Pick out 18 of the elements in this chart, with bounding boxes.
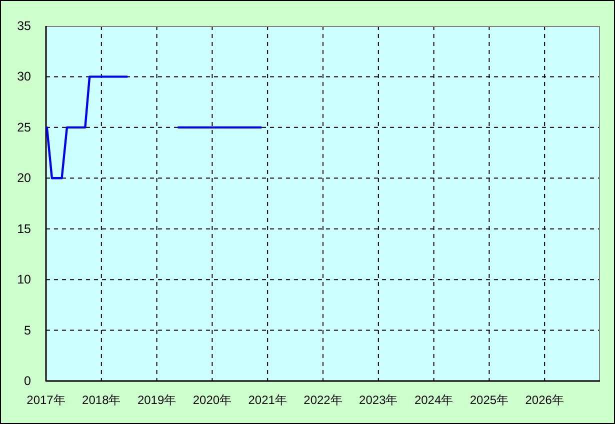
x-tick-label: 2023年 [359,393,398,407]
y-tick-label: 10 [17,272,31,287]
x-tick-label: 2025年 [470,393,509,407]
x-tick-label: 2019年 [137,393,176,407]
y-tick-label: 35 [17,19,31,33]
x-tick-label: 2024年 [414,393,454,407]
x-tick-label: 2017年 [26,393,66,407]
x-tick-label: 2020年 [192,393,232,407]
x-tick-label: 2026年 [525,393,564,407]
y-tick-label: 20 [17,171,31,186]
y-tick-label: 5 [24,323,31,338]
y-tick-label: 25 [17,120,31,134]
y-tick-label: 0 [24,374,31,388]
y-tick-label: 15 [17,222,31,236]
x-tick-label: 2021年 [248,393,287,407]
x-tick-label: 2018年 [82,393,121,407]
y-tick-label: 30 [17,70,31,84]
x-tick-label: 2022年 [304,393,342,407]
